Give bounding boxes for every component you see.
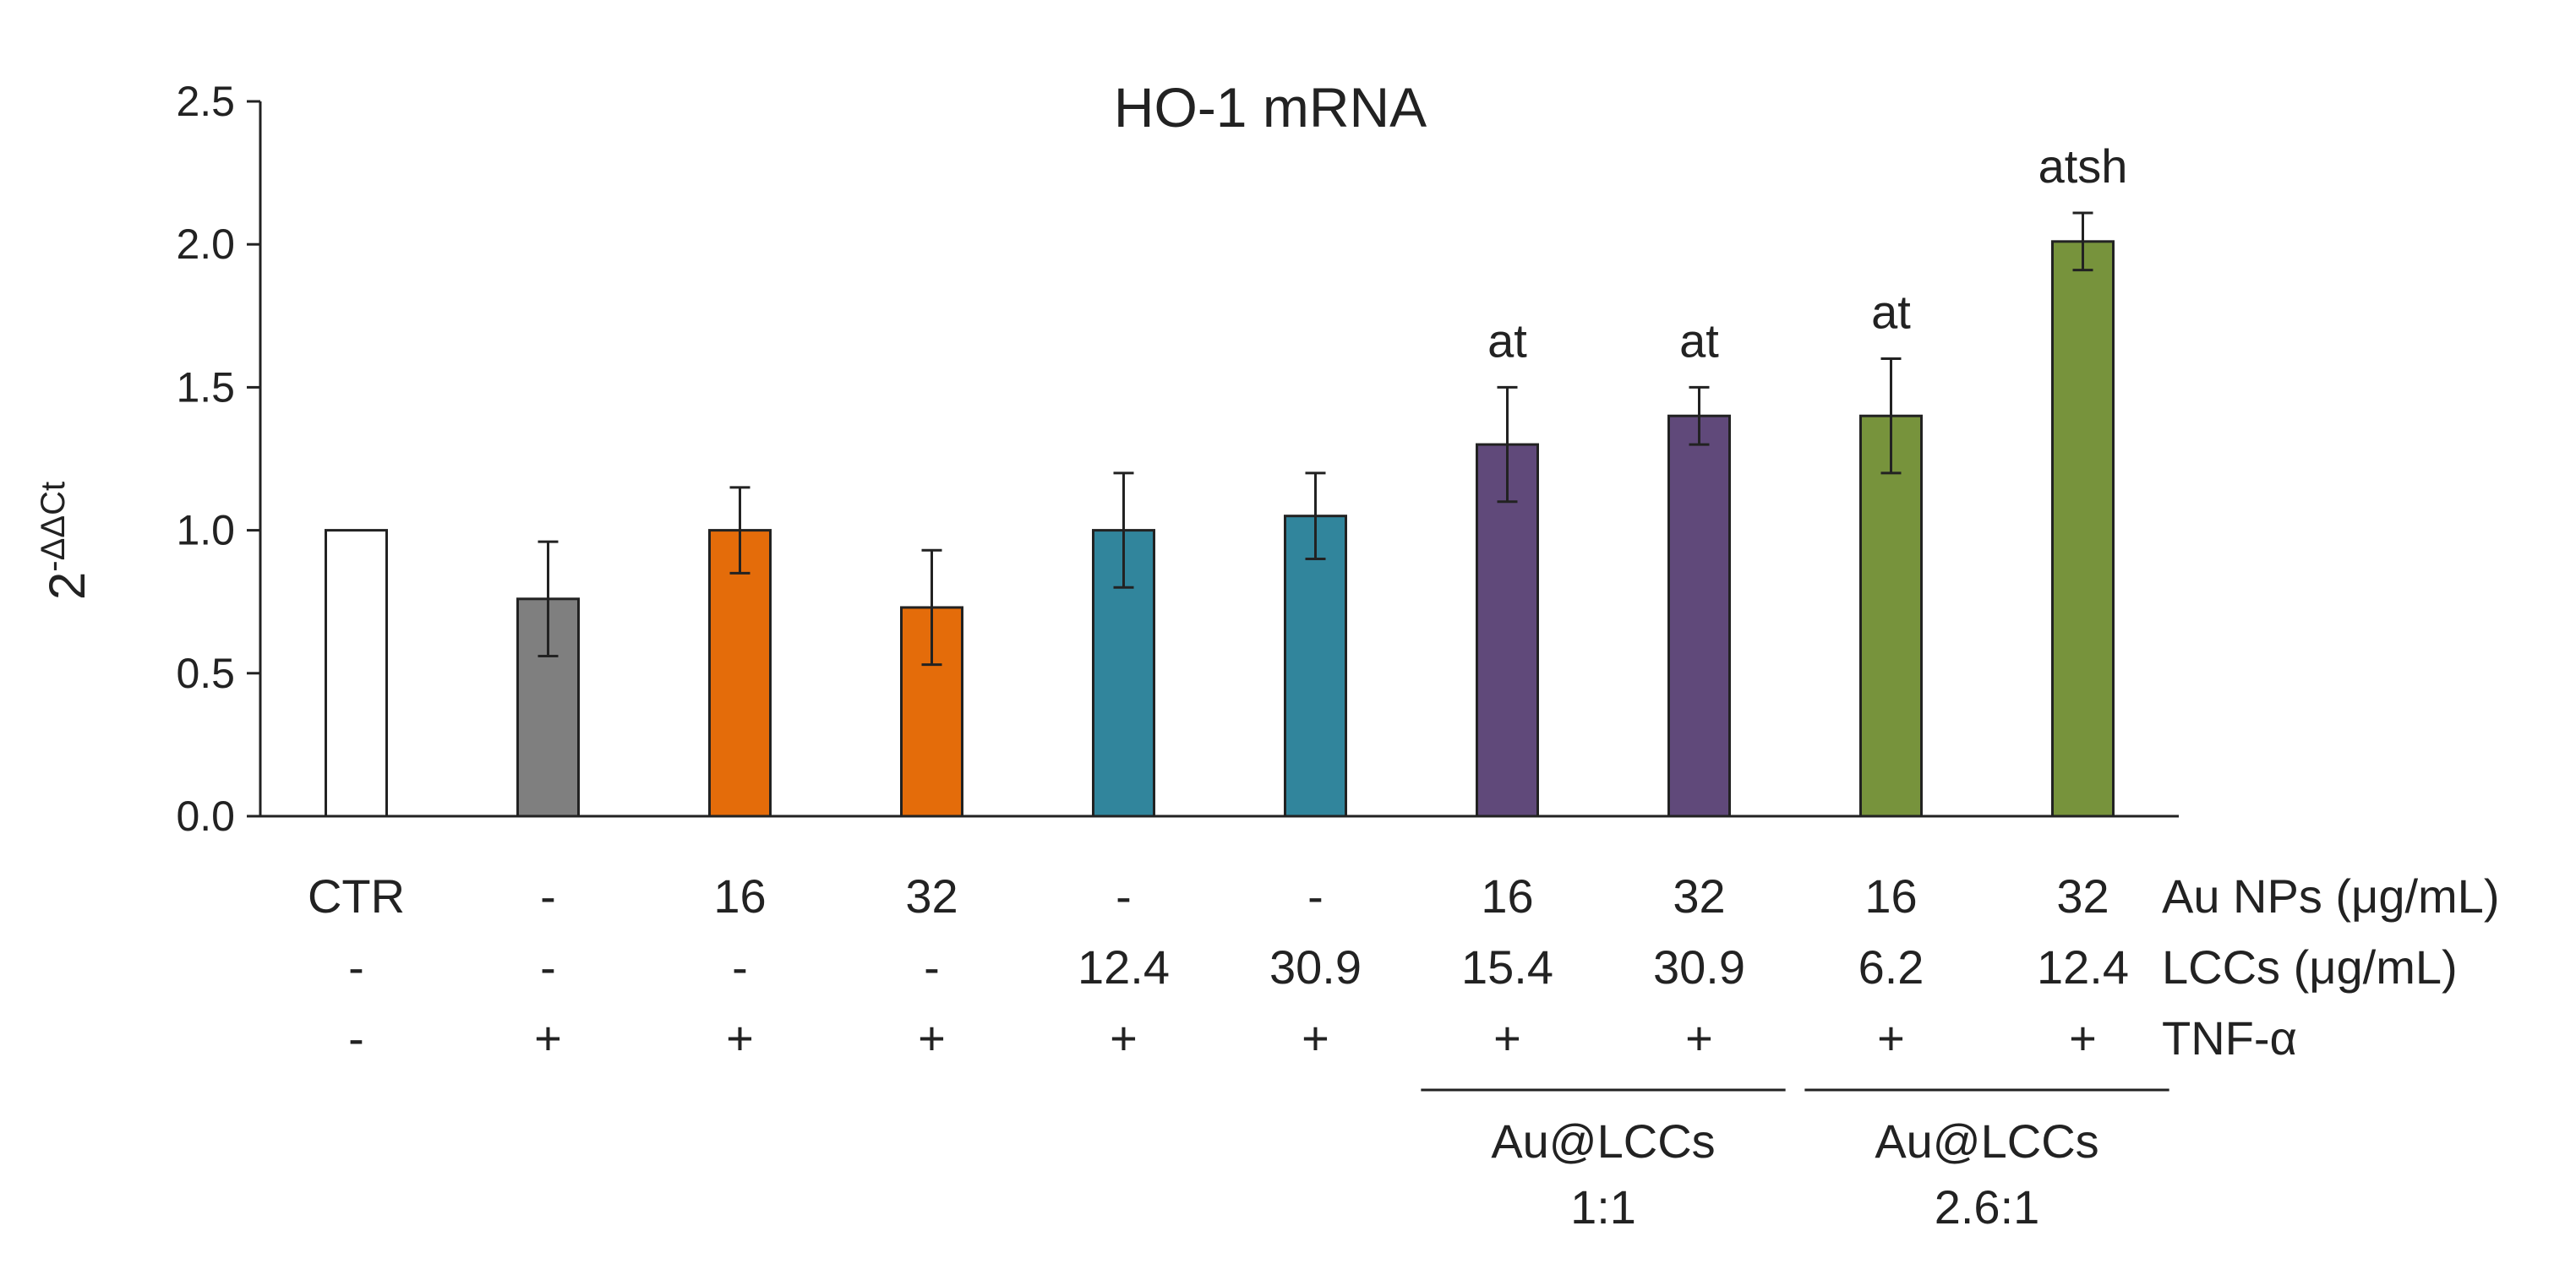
group-annotations: Au@LCCs 1:1 Au@LCCs 2.6:1 (1421, 1088, 2169, 1234)
au-np-value: - (1307, 869, 1323, 923)
y-axis-label-base: 2 (39, 572, 96, 600)
lcc-value: 12.4 (2037, 940, 2129, 994)
bar (708, 529, 772, 818)
tnf-value: + (1302, 1011, 1329, 1065)
au-np-value: 32 (905, 869, 958, 923)
condition-table: CTR - - - - +16 - +32 - + - 12.4 + - 30.9 +16 15.4 +32 30.… (308, 869, 2129, 1065)
chart-title: HO-1 mRNA (1114, 76, 1427, 139)
error-bars (538, 211, 2093, 667)
bars (325, 240, 2115, 818)
row-labels: Au NPs (μg/mL) LCCs (μg/mL) TNF-α (2162, 869, 2499, 1065)
tnf-value: + (1110, 1011, 1138, 1065)
au-np-value: - (1116, 869, 1132, 923)
y-axis: 0.0 0.5 1.0 1.5 2.0 2.5 (176, 78, 262, 840)
y-tick-label: 1.0 (176, 507, 235, 554)
au-np-value: 16 (1481, 869, 1533, 923)
row-label-tnf: TNF-α (2162, 1011, 2297, 1065)
tnf-value: - (348, 1011, 364, 1065)
bar (1859, 414, 1923, 818)
lcc-value: - (924, 940, 940, 994)
tnf-value: + (726, 1011, 754, 1065)
bar (325, 529, 388, 818)
group-label: Au@LCCs (1491, 1114, 1715, 1168)
lcc-value: 15.4 (1461, 940, 1553, 994)
lcc-value: 6.2 (1858, 940, 1924, 994)
tnf-value: + (918, 1011, 946, 1065)
group-label: Au@LCCs (1875, 1114, 2098, 1168)
tnf-value: + (1493, 1011, 1521, 1065)
significance-label: atsh (2038, 139, 2128, 193)
lcc-value: 30.9 (1269, 940, 1362, 994)
significance-label: at (1679, 313, 1719, 367)
group-ratio: 1:1 (1570, 1180, 1636, 1234)
tnf-value: + (1877, 1011, 1905, 1065)
row-label-lcc: LCCs (μg/mL) (2162, 940, 2458, 994)
lcc-value: - (348, 940, 364, 994)
au-np-value: - (540, 869, 556, 923)
au-np-value: CTR (308, 869, 405, 923)
y-tick-label: 2.0 (176, 221, 235, 268)
tnf-value: + (2069, 1011, 2097, 1065)
y-tick-label: 0.0 (176, 793, 235, 840)
au-np-value: 16 (1864, 869, 1917, 923)
significance-label: at (1487, 313, 1527, 367)
bar (1667, 414, 1731, 818)
au-np-value: 32 (1673, 869, 1725, 923)
bar (2051, 240, 2115, 818)
tnf-value: + (534, 1011, 562, 1065)
row-label-au: Au NPs (μg/mL) (2162, 869, 2499, 923)
y-tick-label: 2.5 (176, 78, 235, 125)
y-axis-label-superscript: -ΔΔCt (35, 482, 72, 572)
significance-labels: at at at atsh (1487, 139, 2127, 367)
significance-label: at (1871, 286, 1911, 339)
bar (1476, 443, 1539, 818)
group-ratio: 2.6:1 (1935, 1180, 2040, 1234)
bar (1284, 515, 1347, 818)
y-tick-label: 1.5 (176, 363, 235, 411)
au-np-value: 32 (2056, 869, 2109, 923)
y-tick-label: 0.5 (176, 650, 235, 697)
lcc-value: 12.4 (1078, 940, 1170, 994)
lcc-value: - (540, 940, 556, 994)
lcc-value: 30.9 (1653, 940, 1745, 994)
lcc-value: - (732, 940, 748, 994)
tnf-value: + (1685, 1011, 1713, 1065)
au-np-value: 16 (713, 869, 766, 923)
y-axis-label: 2-ΔΔCt (35, 482, 96, 600)
